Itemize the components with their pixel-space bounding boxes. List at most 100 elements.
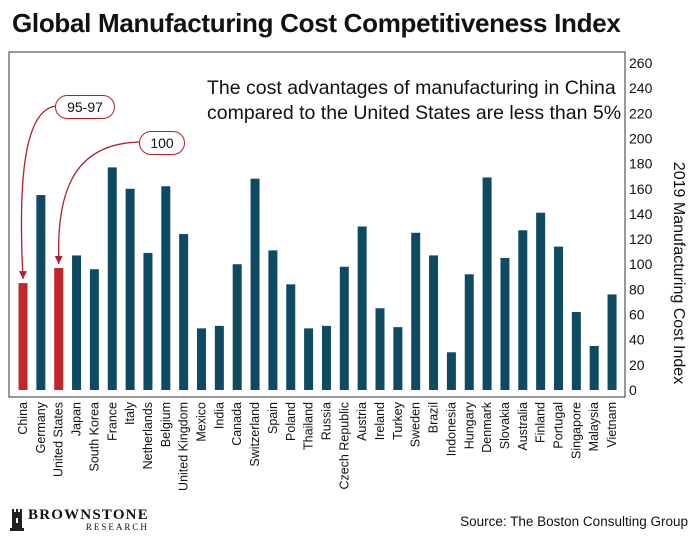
bar-united-kingdom <box>179 234 189 390</box>
bar-south-korea <box>89 269 99 390</box>
bar-turkey <box>393 327 403 390</box>
y-tick-label-240: 240 <box>629 80 653 96</box>
bar-malaysia <box>589 345 599 390</box>
x-tick-label-brazil: Brazil <box>427 402 441 433</box>
x-tick-label-turkey: Turkey <box>391 401 405 439</box>
bar-canada <box>232 264 242 390</box>
bar-russia <box>321 325 331 390</box>
y-tick-label-200: 200 <box>629 130 653 146</box>
x-tick-label-japan: Japan <box>70 402 84 436</box>
y-tick-label-20: 20 <box>629 357 645 373</box>
bar-mexico <box>197 328 206 390</box>
bar-slovakia <box>500 257 510 390</box>
plot-frame <box>8 51 626 398</box>
x-tick-label-netherlands: Netherlands <box>141 402 155 469</box>
y-tick-label-0: 0 <box>629 382 637 398</box>
china-callout-label: 95-97 <box>55 95 115 119</box>
bar-netherlands <box>143 252 153 390</box>
x-tick-label-hungary: Hungary <box>462 401 476 449</box>
logo-tower-icon <box>10 509 24 531</box>
bar-denmark <box>482 177 492 390</box>
bar-indonesia <box>446 352 456 390</box>
logo-name: BROWNSTONE <box>28 507 149 523</box>
x-tick-label-czech-republic: Czech Republic <box>337 402 351 490</box>
x-tick-label-ireland: Ireland <box>373 402 387 440</box>
logo-text: BROWNSTONE RESEARCH <box>28 508 149 532</box>
x-tick-label-finland: Finland <box>534 402 548 443</box>
bar-ireland <box>375 308 385 390</box>
y-tick-label-40: 40 <box>629 332 645 348</box>
bar-hungary <box>464 274 474 390</box>
bar-india <box>214 325 224 390</box>
y-tick-label-60: 60 <box>629 307 645 323</box>
x-tick-label-south-korea: South Korea <box>87 402 101 472</box>
plot-border <box>8 51 626 398</box>
x-tick-label-india: India <box>212 402 226 429</box>
y-tick-label-220: 220 <box>629 105 653 121</box>
x-tick-label-poland: Poland <box>284 402 298 441</box>
y-tick-label-260: 260 <box>629 55 653 71</box>
bar-austria <box>357 226 367 390</box>
china-arrow-head <box>19 271 27 280</box>
y-tick-label-140: 140 <box>629 206 653 222</box>
x-tick-label-china: China <box>16 402 30 435</box>
y-tick-label-80: 80 <box>629 281 645 297</box>
x-tick-label-switzerland: Switzerland <box>248 402 262 467</box>
y-axis-label: 2019 Manufacturing Cost Index <box>670 162 687 384</box>
y-tick-label-120: 120 <box>629 231 653 247</box>
bar-switzerland <box>250 178 260 390</box>
x-tick-label-singapore: Singapore <box>569 402 583 459</box>
x-tick-label-portugal: Portugal <box>552 402 566 449</box>
bar-belgium <box>161 186 171 390</box>
bar-italy <box>125 188 135 390</box>
logo-subname: RESEARCH <box>85 522 149 532</box>
us-arrow-line <box>57 141 140 265</box>
bar-portugal <box>554 246 563 390</box>
x-tick-label-russia: Russia <box>319 402 333 440</box>
y-tick-label-100: 100 <box>629 256 653 272</box>
us-arrow-head <box>54 256 63 265</box>
y-tick-label-180: 180 <box>629 156 653 172</box>
x-tick-label-vietnam: Vietnam <box>605 402 619 448</box>
bars-group <box>18 167 617 390</box>
bar-singapore <box>571 312 581 390</box>
x-tick-label-france: France <box>105 402 119 441</box>
x-tick-label-denmark: Denmark <box>480 401 494 452</box>
x-tick-label-united-states: United States <box>52 402 66 477</box>
bar-france <box>107 167 117 390</box>
x-tick-label-australia: Australia <box>516 402 530 451</box>
bar-finland <box>536 212 546 390</box>
bar-sweden <box>411 232 421 390</box>
bar-thailand <box>304 328 314 390</box>
x-tick-label-germany: Germany <box>34 401 48 453</box>
bar-united-states <box>54 268 64 390</box>
bar-vietnam <box>607 294 617 390</box>
annotation-line-1: The cost advantages of manufacturing in … <box>207 77 616 99</box>
x-axis-labels: China Germany United States Japan South Kore… <box>16 401 619 491</box>
x-tick-label-belgium: Belgium <box>159 402 173 447</box>
x-tick-label-sweden: Sweden <box>409 402 423 447</box>
x-tick-label-spain: Spain <box>266 402 280 434</box>
bar-spain <box>268 250 278 390</box>
bar-poland <box>286 284 296 390</box>
x-tick-label-mexico: Mexico <box>195 402 209 442</box>
annotation-text: The cost advantages of manufacturing in … <box>207 76 621 126</box>
x-tick-label-united-kingdom: United Kingdom <box>177 402 191 491</box>
x-tick-label-malaysia: Malaysia <box>587 402 601 451</box>
bar-china <box>18 283 28 390</box>
x-tick-label-austria: Austria <box>355 402 369 441</box>
us-callout-label: 100 <box>139 131 185 155</box>
y-axis-ticks: 0 20 40 60 80 100 120 140 160 180 200 220 240 260 <box>629 55 653 398</box>
bar-germany <box>36 195 46 390</box>
china-arrow-line <box>20 105 57 280</box>
x-tick-label-indonesia: Indonesia <box>444 402 458 456</box>
bar-australia <box>518 230 528 390</box>
y-tick-label-160: 160 <box>629 181 653 197</box>
x-tick-label-thailand: Thailand <box>302 402 316 450</box>
bar-czech-republic <box>339 266 349 390</box>
chart-title: Global Manufacturing Cost Competitivenes… <box>12 8 621 38</box>
bar-brazil <box>429 255 439 390</box>
bar-japan <box>72 255 82 390</box>
callout-arrows <box>19 105 140 280</box>
